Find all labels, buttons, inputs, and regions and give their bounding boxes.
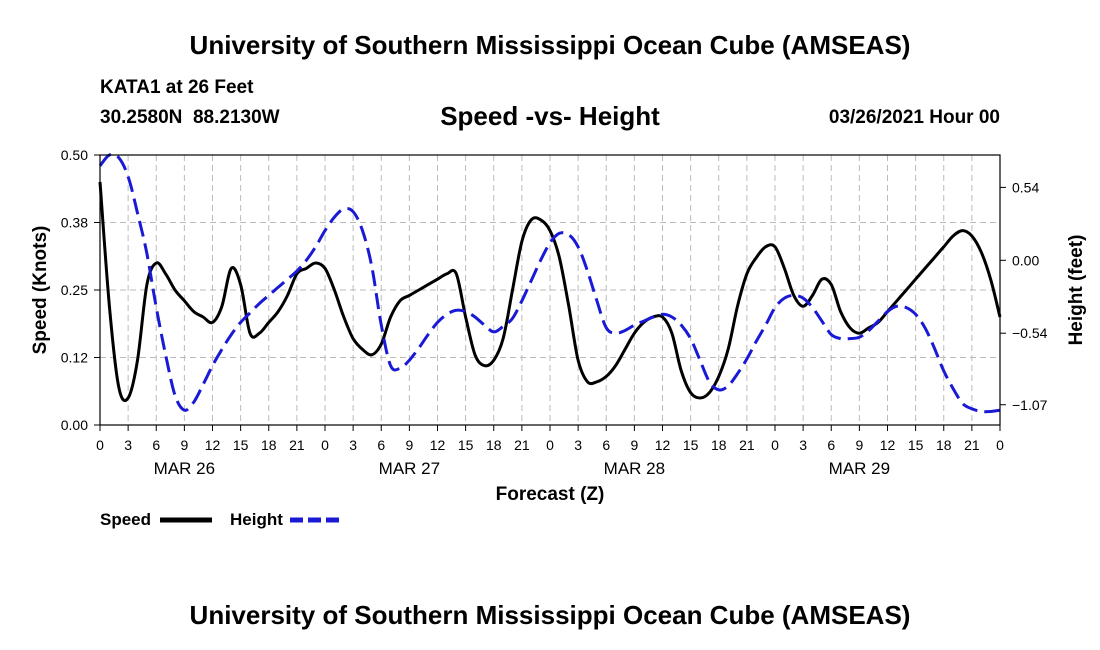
grid	[100, 155, 1000, 425]
x-tick-label: 6	[152, 437, 160, 453]
series-layer	[98, 152, 1002, 414]
x-tick-label: 15	[233, 437, 249, 453]
day-label: MAR 29	[829, 459, 890, 478]
y2-tick-label: −1.07	[1012, 397, 1048, 413]
height-series-line	[98, 152, 1001, 414]
x-tick-label: 21	[964, 437, 980, 453]
x-tick-label: 3	[799, 437, 807, 453]
x-tick-label: 15	[458, 437, 474, 453]
x-tick-label: 6	[377, 437, 385, 453]
x-tick-label: 0	[771, 437, 779, 453]
x-tick-label: 0	[996, 437, 1004, 453]
y-tick-label: 0.50	[61, 147, 88, 163]
y-axis-label: Speed (Knots)	[30, 226, 51, 355]
y2-tick-label: 0.00	[1012, 252, 1039, 268]
x-tick-label: 18	[711, 437, 727, 453]
legend: Speed Height	[100, 510, 342, 529]
x-tick-label: 18	[936, 437, 952, 453]
x-tick-label: 0	[546, 437, 554, 453]
x-tick-label: 6	[827, 437, 835, 453]
y-tick-label: 0.00	[61, 417, 88, 433]
y-tick-label: 0.38	[61, 215, 88, 231]
x-tick-label: 15	[908, 437, 924, 453]
x-tick-label: 15	[683, 437, 699, 453]
day-label: MAR 28	[604, 459, 665, 478]
x-tick-label: 18	[486, 437, 502, 453]
x-tick-label: 21	[514, 437, 530, 453]
axes: 0 3 6 9 12 15 18 21 0 3 6 9 12 15 18 21 0 3 6 9 12 15 18 21 0 3 6 9…	[61, 147, 1048, 478]
x-tick-label: 12	[880, 437, 896, 453]
x-tick-label: 9	[630, 437, 638, 453]
x-tick-label: 12	[205, 437, 221, 453]
x-tick-label: 18	[261, 437, 277, 453]
x-tick-label: 3	[349, 437, 357, 453]
x-tick-label: 12	[430, 437, 446, 453]
x-tick-label: 3	[124, 437, 132, 453]
footer-title: University of Southern Mississippi Ocean…	[189, 600, 911, 630]
x-tick-label: 9	[855, 437, 863, 453]
legend-speed-label: Speed	[100, 510, 151, 529]
legend-height-label: Height	[230, 510, 283, 529]
x-tick-label: 21	[289, 437, 305, 453]
day-label: MAR 26	[154, 459, 215, 478]
x-tick-label: 9	[180, 437, 188, 453]
chart-title: Speed -vs- Height	[440, 101, 660, 131]
x-tick-label: 3	[574, 437, 582, 453]
x-tick-label: 21	[739, 437, 755, 453]
y2-tick-label: 0.54	[1012, 179, 1039, 195]
x-tick-label: 0	[321, 437, 329, 453]
x-tick-label: 0	[96, 437, 104, 453]
forecast-timestamp: 03/26/2021 Hour 00	[828, 107, 1000, 128]
x-tick-label: 9	[405, 437, 413, 453]
x-tick-label: 6	[602, 437, 610, 453]
y2-axis-label: Height (feet)	[1066, 235, 1087, 346]
y-tick-label: 0.25	[61, 282, 88, 298]
speed-series-line	[98, 181, 1002, 403]
coordinates-label: 30.2580N 88.2130W	[100, 107, 280, 128]
y-tick-label: 0.12	[61, 350, 88, 366]
day-label: MAR 27	[379, 459, 440, 478]
station-label: KATA1 at 26 Feet	[100, 77, 254, 98]
y2-tick-label: −0.54	[1012, 325, 1048, 341]
page-title: University of Southern Mississippi Ocean…	[189, 30, 911, 60]
x-axis-label: Forecast (Z)	[496, 484, 605, 505]
x-tick-label: 12	[655, 437, 671, 453]
